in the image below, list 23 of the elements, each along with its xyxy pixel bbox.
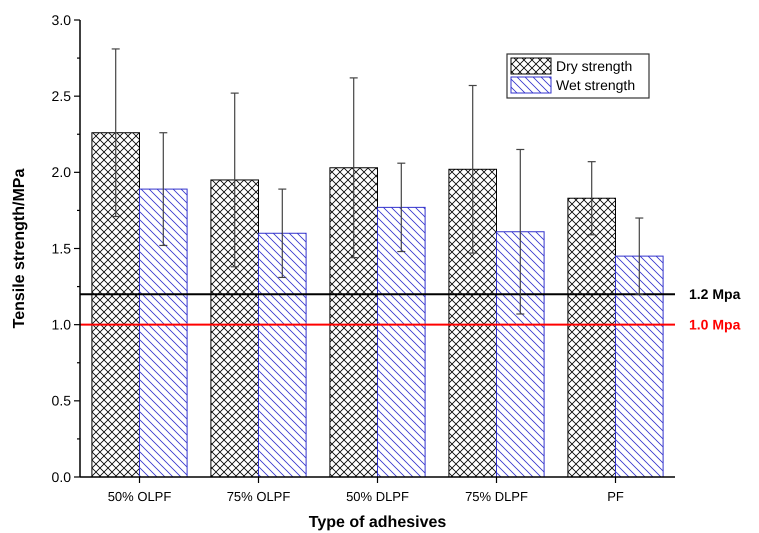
x-tick-label: 50% DLPF bbox=[346, 489, 409, 504]
y-tick-label: 2.5 bbox=[52, 88, 72, 104]
y-tick-label: 0.0 bbox=[52, 468, 72, 485]
y-tick-label: 3.0 bbox=[52, 12, 72, 28]
y-tick-label: 2.0 bbox=[52, 164, 72, 180]
ref-line-label: 1.0 Mpa bbox=[689, 316, 741, 333]
x-tick-label: 75% OLPF bbox=[226, 489, 290, 504]
ref-line-label: 1.2 Mpa bbox=[689, 286, 741, 302]
legend-label: Wet strength bbox=[556, 76, 636, 93]
x-axis-title: Type of adhesives bbox=[308, 514, 446, 531]
bar bbox=[377, 206, 426, 478]
x-tick-label: 50% OLPF bbox=[108, 489, 172, 504]
bar bbox=[496, 231, 545, 478]
x-tick-label: 75% DLPF bbox=[465, 489, 528, 504]
y-tick-label: 0.5 bbox=[52, 392, 72, 409]
x-tick-label: PF bbox=[607, 489, 624, 504]
y-axis-title: Tensile strength/MPa bbox=[11, 168, 28, 328]
bar bbox=[258, 232, 307, 478]
y-tick-label: 1.0 bbox=[52, 316, 72, 333]
legend-label: Dry strength bbox=[556, 58, 632, 74]
bar bbox=[615, 256, 664, 478]
bar bbox=[139, 188, 188, 478]
y-tick-label: 1.5 bbox=[52, 240, 72, 256]
